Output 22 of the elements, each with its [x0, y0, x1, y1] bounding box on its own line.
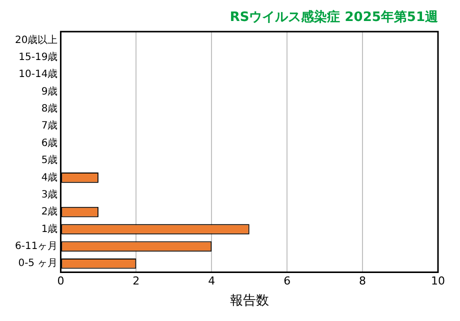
y-tick-label: 0-5 ヶ月: [18, 258, 58, 270]
x-tick-label: 8: [359, 274, 366, 288]
x-tick-label: 10: [431, 274, 445, 288]
x-tick-label: 4: [208, 274, 216, 288]
y-tick-label: 10-14歳: [18, 68, 58, 80]
y-tick-label: 6歳: [41, 136, 58, 149]
y-tick-label: 9歳: [41, 85, 58, 98]
y-tick-label: 15-19歳: [18, 50, 58, 63]
y-tick-label: 8歳: [41, 102, 58, 115]
x-tick-label: 0: [57, 274, 64, 288]
y-tick-label: 2歳: [41, 206, 58, 218]
chart-title: RSウイルス感染症 2025年第51週: [230, 9, 439, 26]
y-tick-label: 4歳: [41, 171, 58, 184]
x-axis-title: 報告数: [230, 294, 269, 309]
y-tick-label: 1歳: [41, 222, 58, 235]
y-tick-label: 3歳: [41, 188, 58, 200]
y-tick-label: 20歳以上: [14, 34, 58, 46]
y-tick-label: 6-11ヶ月: [15, 241, 58, 252]
y-tick-label: 7歳: [41, 120, 58, 132]
y-tick-label: 5歳: [41, 154, 58, 166]
x-tick-label: 6: [284, 274, 291, 288]
x-tick-label: 2: [132, 274, 140, 288]
